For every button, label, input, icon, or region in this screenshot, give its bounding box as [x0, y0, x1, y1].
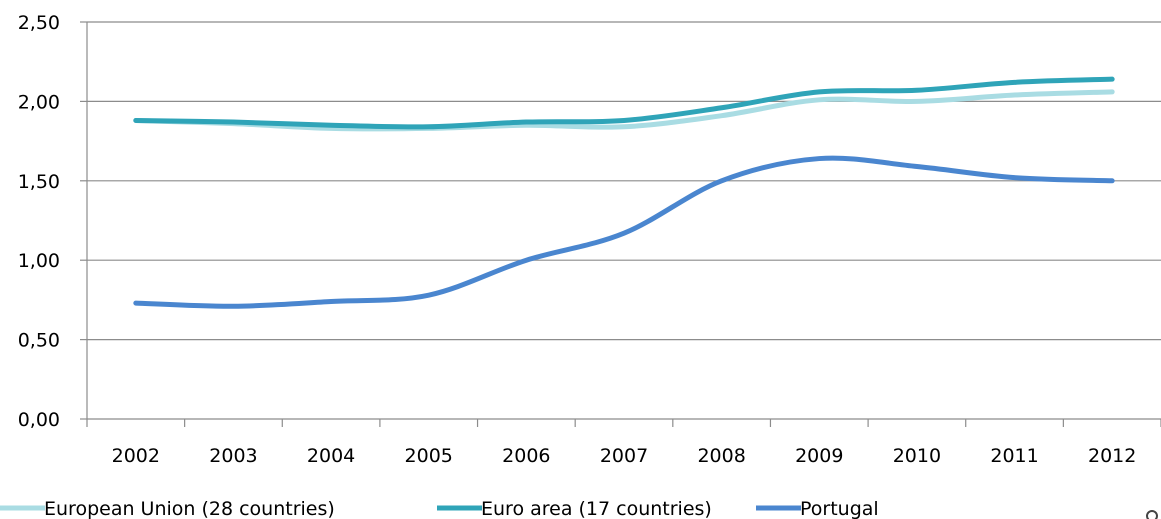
legend-label: European Union (28 countries): [44, 498, 335, 519]
x-tick-label: 2010: [893, 445, 941, 467]
x-tick-label: 2009: [795, 445, 843, 467]
x-tick-label: 2002: [112, 445, 160, 467]
y-tick-label: 0,00: [18, 409, 60, 431]
x-tick-label: 2008: [697, 445, 745, 467]
x-axis-tick-labels: 2002 2003 2004 2005 2006 2007 2008 2009 2010 2011…: [112, 445, 1137, 467]
legend-label: Portugal: [800, 498, 879, 519]
series-line-euro-area-17-countries: [133, 76, 1115, 130]
y-tick-label: 0,50: [18, 330, 60, 352]
x-tick-label: 2007: [600, 445, 648, 467]
x-tick-label: 2004: [307, 445, 355, 467]
series-lines: [133, 76, 1115, 309]
x-tick-label: 2006: [502, 445, 550, 467]
axes: [80, 21, 1161, 427]
x-tick-label: 2011: [990, 445, 1038, 467]
legend-label: Euro area (17 countries): [481, 498, 712, 519]
y-tick-label: 2,50: [18, 12, 60, 34]
corner-mark: [1146, 510, 1160, 519]
x-tick-label: 2005: [405, 445, 453, 467]
x-tick-label: 2003: [209, 445, 257, 467]
gridlines: [87, 21, 1161, 341]
y-axis-tick-labels: 0,00 0,50 1,00 1,50 2,00 2,50: [18, 12, 60, 431]
y-tick-label: 2,00: [18, 91, 60, 113]
series-line-portugal: [133, 155, 1115, 309]
y-tick-label: 1,50: [18, 171, 60, 193]
legend: European Union (28 countries) Euro area (…: [0, 498, 879, 519]
y-tick-label: 1,00: [18, 250, 60, 272]
series-line-european-union-28-countries: [133, 89, 1115, 132]
x-tick-label: 2012: [1088, 445, 1136, 467]
